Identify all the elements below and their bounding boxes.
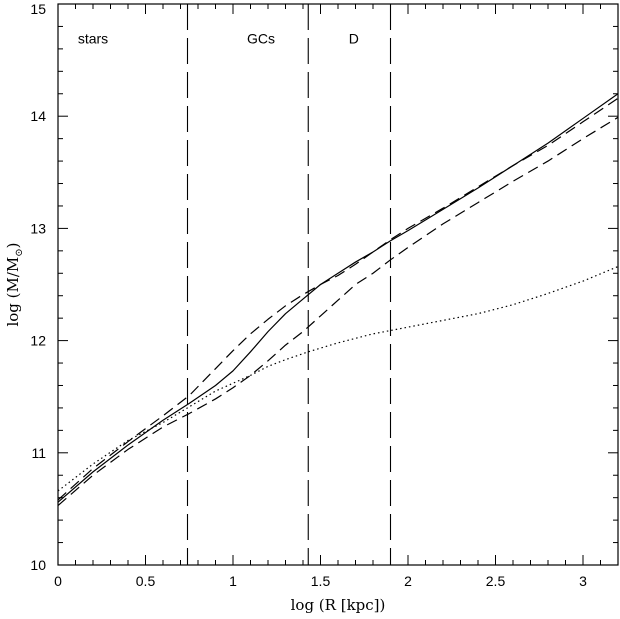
y-tick-label: 10: [30, 557, 46, 573]
y-tick-label: 13: [30, 220, 46, 236]
y-axis-title: log (M/M⊙): [4, 242, 25, 326]
y-tick-label: 11: [31, 445, 46, 461]
series-layer: [57, 93, 619, 506]
x-tick-label: 2: [404, 573, 412, 589]
plot-frame: [57, 3, 619, 566]
x-tick-label: 3: [579, 573, 587, 589]
x-tick-label: 2.5: [486, 573, 506, 589]
region-label-2: D: [349, 30, 359, 46]
x-axis-title: log (R [kpc]): [291, 596, 386, 614]
series-line-3-dotted: [57, 265, 619, 492]
region-label-0: stars: [78, 30, 108, 46]
x-tick-label: 0.5: [136, 573, 156, 589]
y-tick-label: 14: [30, 108, 46, 124]
y-axis-title-prefix: log (M/M: [4, 257, 22, 327]
axis-ticks: [57, 3, 619, 566]
region-labels: stars GCs D: [78, 30, 359, 46]
series-line-2-dashed: [57, 116, 619, 506]
y-tick-label: 12: [30, 333, 46, 349]
region-boundaries: [186, 4, 392, 565]
y-axis-title-suffix: ): [4, 242, 22, 248]
tick-labels: 0 0.5 1 1.5 2 2.5 3 10 11 12 13 14 15: [30, 1, 587, 589]
x-tick-label: 1.5: [311, 573, 331, 589]
x-tick-label: 0: [54, 573, 62, 589]
series-line-1-dashed: [57, 97, 619, 501]
region-label-1: GCs: [247, 30, 275, 46]
y-tick-label: 15: [30, 1, 46, 17]
x-tick-label: 1: [229, 573, 237, 589]
y-axis-title-sub: ⊙: [14, 248, 25, 256]
